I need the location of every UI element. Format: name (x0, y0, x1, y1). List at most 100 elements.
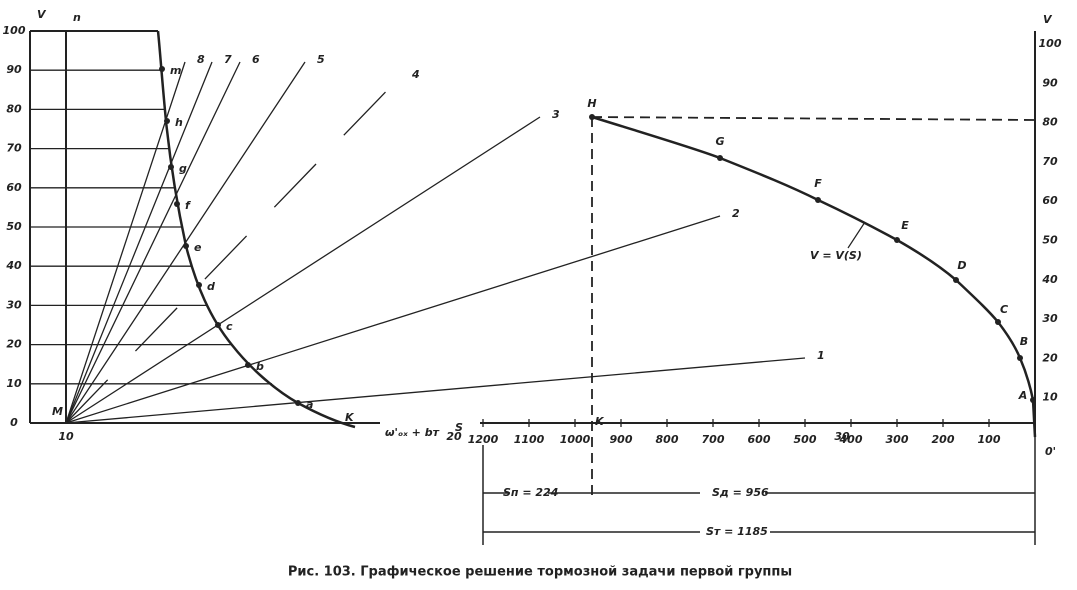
x-tick-label: 600 (748, 433, 771, 446)
y-tick-label: 20 (1042, 351, 1058, 364)
ray-label: 6 (252, 53, 260, 66)
x-tick-label: 900 (610, 433, 633, 446)
ray (65, 116, 541, 424)
ray-label: 7 (224, 53, 232, 66)
point (1017, 355, 1023, 361)
y-tick-label: 80 (1042, 116, 1058, 129)
point-label: E (901, 219, 909, 232)
axis-label: ω'ₒₓ + bт (385, 426, 440, 439)
axis-label: V (37, 8, 47, 21)
axis-label: S (455, 421, 463, 434)
point (196, 282, 202, 288)
leader (847, 221, 866, 249)
point-label: e (194, 241, 202, 254)
x-tick-label: 20 (446, 430, 462, 443)
point (215, 322, 221, 328)
point-label: h (175, 116, 183, 129)
ray-label: 4 (411, 68, 420, 81)
point-label: g (179, 162, 187, 175)
x-tick-label: 1000 (560, 433, 591, 446)
x-tick-label: 1100 (514, 433, 545, 446)
point (295, 400, 301, 406)
y-tick-label: 60 (6, 181, 22, 194)
point-label: b (256, 360, 264, 373)
label: M (52, 405, 63, 418)
point (174, 201, 180, 207)
ray-label: 2 (732, 207, 740, 220)
point (168, 164, 174, 170)
caption: Рис. 103. Графическое решение тормозной … (288, 565, 792, 580)
y-tick-label: 100 (3, 24, 26, 37)
y-tick-label: 40 (5, 259, 22, 272)
dim-label: Sд = 956 (712, 486, 769, 499)
point (183, 243, 189, 249)
label: n (73, 11, 81, 24)
y-tick-label: 90 (6, 63, 22, 76)
point-label: G (715, 135, 724, 148)
x-tick-label: 500 (794, 433, 817, 446)
y-tick-label: 50 (6, 220, 22, 233)
point-label: F (814, 177, 822, 190)
y-tick-label: 70 (1042, 155, 1058, 168)
ray (65, 61, 241, 424)
ray (65, 357, 806, 424)
ray-label: 3 (552, 108, 560, 121)
curve-label: V = V(S) (810, 249, 862, 262)
point (717, 155, 723, 161)
y-tick-label: 80 (6, 102, 22, 115)
point (589, 114, 595, 120)
point (1030, 397, 1036, 403)
dim-label: Sп = 224 (503, 486, 558, 499)
point-label: f (185, 199, 191, 212)
y-tick-label: 20 (6, 338, 22, 351)
point (245, 362, 251, 368)
point-label: C (1000, 303, 1008, 316)
point (995, 319, 1001, 325)
y-tick-label: 40 (1041, 273, 1058, 286)
y-tick-label: 0 (10, 416, 18, 429)
x-tick-label: 300 (886, 433, 909, 446)
ray-label: 5 (317, 53, 325, 66)
x-tick-label: 30 (834, 430, 850, 443)
point (159, 66, 165, 72)
label: K (595, 415, 605, 428)
x-tick-label: 10 (58, 430, 74, 443)
point (815, 197, 821, 203)
x-tick-label: 100 (978, 433, 1001, 446)
point-label: A (1018, 389, 1028, 402)
y-tick-label: 30 (6, 298, 22, 311)
x-tick-label: 400 (839, 433, 863, 446)
point (953, 277, 959, 283)
ray (65, 215, 721, 424)
point-label: H (587, 97, 596, 110)
right-curve (591, 115, 1037, 438)
dim-label: Sт = 1185 (706, 525, 768, 538)
ray-label: 1 (817, 349, 825, 362)
y-tick-label: 60 (1042, 194, 1058, 207)
point-label: m (170, 64, 181, 77)
y-tick-label: 10 (6, 377, 22, 390)
y-tick-label: 50 (1042, 234, 1058, 247)
point-label: D (957, 259, 966, 272)
point-label: c (226, 320, 233, 333)
ray (65, 61, 186, 424)
point-label: a (306, 398, 313, 411)
y-tick-label: 10 (1042, 391, 1058, 404)
ray (65, 76, 401, 424)
y-tick-label: 30 (1042, 312, 1058, 325)
x-tick-label: 200 (932, 433, 955, 446)
point-label: d (207, 280, 215, 293)
x-tick-label: 1200 (468, 433, 499, 446)
ray-label: 8 (197, 53, 205, 66)
y-tick-label: 90 (1042, 76, 1058, 89)
x-tick-label: 700 (702, 433, 725, 446)
point-label: B (1020, 335, 1028, 348)
label: 0' (1045, 445, 1056, 458)
y-tick-label: 100 (1039, 37, 1062, 50)
dashed-line (591, 116, 1036, 121)
point (894, 237, 900, 243)
label: K (345, 411, 355, 424)
axis-label: V (1043, 13, 1053, 26)
ray (65, 61, 213, 424)
